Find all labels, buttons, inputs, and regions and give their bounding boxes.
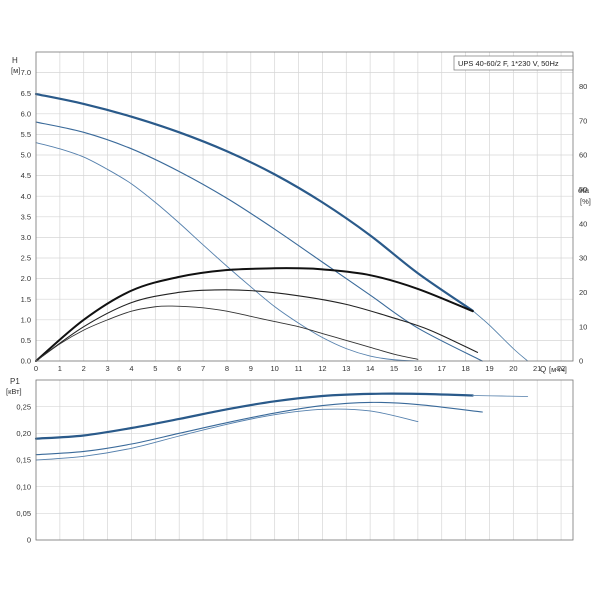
y-tick-label: 4.5 (21, 171, 31, 180)
y-axis-name: H (12, 56, 18, 65)
p1-tick-label: 0,10 (16, 482, 31, 491)
y-tick-label: 6.0 (21, 109, 31, 118)
chart-title: UPS 40-60/2 F, 1*230 V, 50Hz (458, 59, 559, 68)
p1-tick-label: 0,25 (16, 402, 31, 411)
y-tick-label: 0.5 (21, 336, 31, 345)
y2-tick-label: 30 (579, 254, 587, 263)
x-tick-label: 15 (390, 364, 398, 373)
y-tick-label: 5.0 (21, 151, 31, 160)
top-plot-frame (35, 51, 574, 362)
x-axis-unit: [м³/ч] (549, 365, 567, 374)
x-tick-label: 6 (177, 364, 181, 373)
p1-tick-label: 0 (27, 536, 31, 545)
grid (35, 52, 573, 541)
p1-axis-unit: [кВт] (6, 387, 22, 396)
p1-tick-label: 0,05 (16, 509, 31, 518)
y-tick-label: 6.5 (21, 89, 31, 98)
p1-tick-label: 0,15 (16, 456, 31, 465)
bottom-plot-frame (35, 379, 574, 541)
x-tick-label: 17 (438, 364, 446, 373)
x-tick-label: 12 (318, 364, 326, 373)
y2-axis-name: eta (578, 186, 590, 195)
y-tick-label: 4.0 (21, 192, 31, 201)
x-tick-label: 21 (533, 364, 541, 373)
x-tick-label: 11 (295, 364, 303, 373)
y-tick-label: 3.0 (21, 233, 31, 242)
head-curve-3 (35, 142, 419, 362)
y2-axis-unit: [%] (580, 197, 591, 206)
y2-tick-label: 80 (579, 82, 587, 91)
y-tick-label: 3.5 (21, 212, 31, 221)
p1-axis-name: P1 (10, 377, 20, 386)
x-tick-label: 14 (366, 364, 374, 373)
power-curve-0 (34, 392, 474, 440)
head-curve-1 (472, 310, 529, 362)
x-tick-label: 13 (342, 364, 350, 373)
x-tick-label: 3 (106, 364, 110, 373)
head-curve-2 (35, 121, 483, 362)
power-curve-1 (472, 395, 529, 397)
y2-tick-label: 20 (579, 288, 587, 297)
x-tick-label: 2 (82, 364, 86, 373)
eta-curve-5 (35, 289, 479, 362)
power-curve-3 (35, 408, 419, 461)
y2-tick-label: 0 (579, 357, 583, 366)
power-curve-2 (35, 401, 483, 456)
eta-curve-6 (35, 305, 419, 362)
x-tick-label: 10 (270, 364, 278, 373)
y-tick-label: 1.5 (21, 295, 31, 304)
x-tick-label: 7 (201, 364, 205, 373)
legend-box (453, 55, 574, 71)
y-axis-unit: [м] (11, 66, 20, 75)
x-tick-label: 18 (461, 364, 469, 373)
p1-tick-label: 0,20 (16, 429, 31, 438)
y2-tick-label: 10 (579, 322, 587, 331)
eta-curve-4 (35, 267, 474, 362)
x-tick-label: 20 (509, 364, 517, 373)
x-tick-label: 9 (249, 364, 253, 373)
y-tick-label: 0.0 (21, 357, 31, 366)
y2-tick-label: 40 (579, 219, 587, 228)
y-tick-label: 1.0 (21, 315, 31, 324)
x-axis-name: Q (540, 365, 546, 374)
x-tick-label: 19 (485, 364, 493, 373)
y-tick-label: 5.5 (21, 130, 31, 139)
x-tick-label: 22 (557, 364, 565, 373)
head-curve-0 (34, 92, 474, 312)
y-tick-label: 2.5 (21, 254, 31, 263)
y2-tick-label: 70 (579, 116, 587, 125)
frames (35, 51, 574, 541)
y-tick-label: 2.0 (21, 274, 31, 283)
curves (34, 92, 529, 461)
x-tick-label: 16 (414, 364, 422, 373)
y-tick-label: 7.0 (21, 68, 31, 77)
y2-tick-label: 50 (579, 185, 587, 194)
x-tick-label: 1 (58, 364, 62, 373)
y2-tick-label: 60 (579, 151, 587, 160)
x-tick-label: 8 (225, 364, 229, 373)
x-tick-label: 5 (153, 364, 157, 373)
tick-labels: 0 1 2 3 4 5 6 7 8 9 10 11 12 13 14 15 16 17 18 19 20 21 220.00… (16, 68, 587, 544)
x-tick-label: 4 (129, 364, 133, 373)
x-tick-label: 0 (34, 364, 38, 373)
